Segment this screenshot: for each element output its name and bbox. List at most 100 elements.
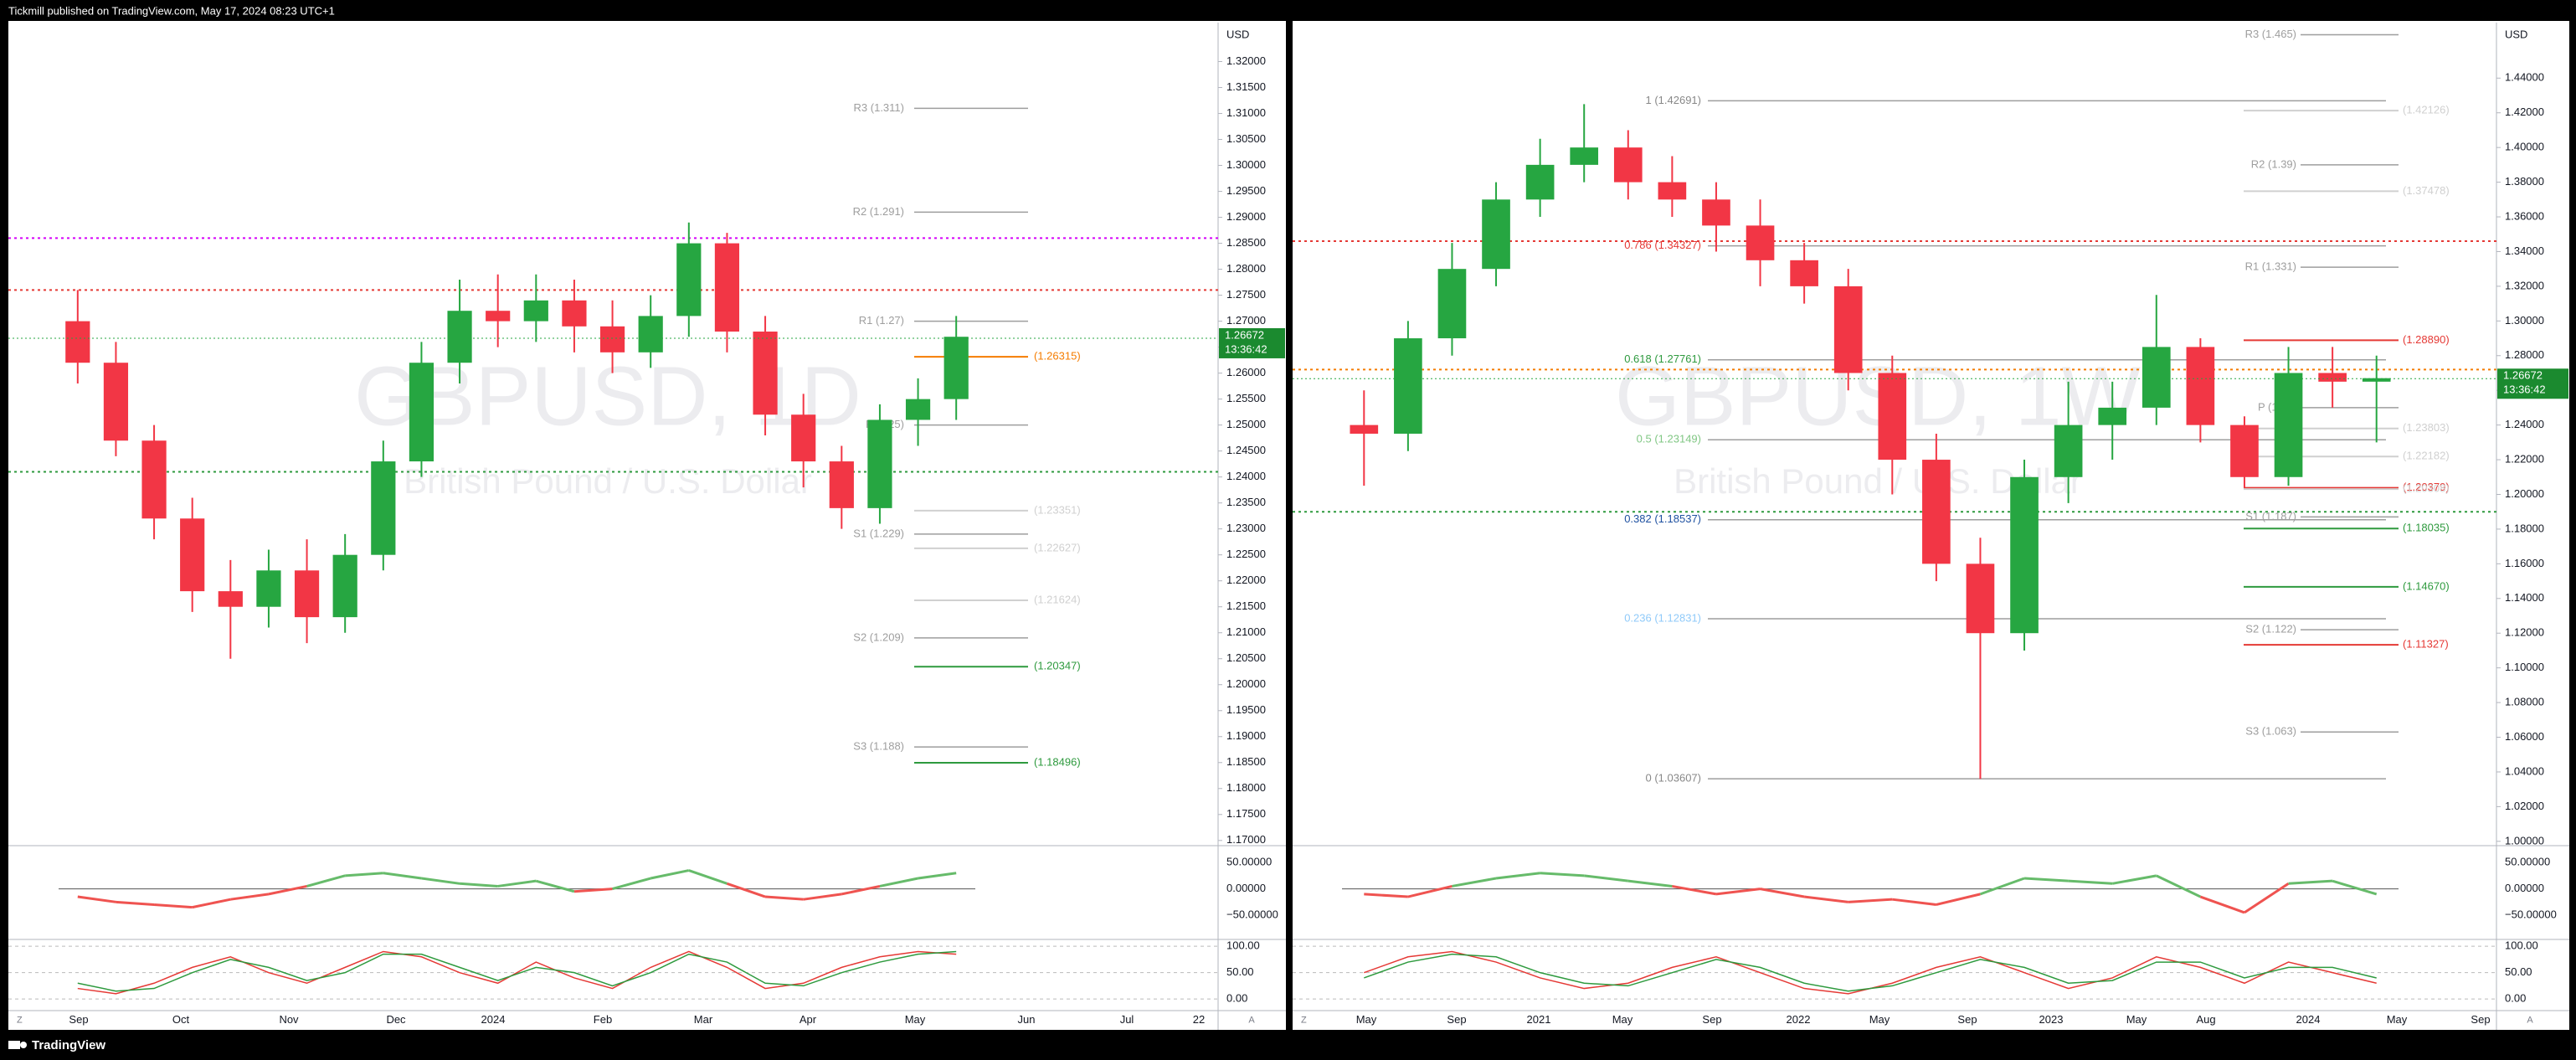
- level-label: (1.11327): [2403, 638, 2449, 651]
- osc-segment: [2111, 874, 2157, 885]
- candle-body: [1746, 225, 1775, 260]
- y-tick-label: 1.24000: [1226, 470, 1266, 482]
- x-tick-label: Sep: [1447, 1013, 1466, 1026]
- osc-segment: [1627, 879, 1673, 888]
- x-tick-label: Mar: [694, 1013, 713, 1026]
- osc-segment: [650, 869, 690, 880]
- osc-segment: [879, 877, 918, 888]
- y-tick-label: 1.21500: [1226, 599, 1266, 612]
- osc-segment: [77, 895, 116, 903]
- osc-segment: [1979, 877, 2025, 896]
- level-label: (1.23351): [1034, 503, 1081, 516]
- candle-body: [486, 311, 511, 322]
- candle-body: [409, 363, 434, 462]
- candle-body: [1922, 460, 1951, 564]
- stoch-tick-label: 50.00: [2505, 965, 2532, 978]
- y-tick-label: 1.18000: [1226, 781, 1266, 794]
- y-tick-label: 1.31000: [1226, 106, 1266, 119]
- fib-label: 0.5 (1.23149): [1637, 433, 1701, 445]
- pivot-label: S1 (1.187): [2245, 510, 2296, 522]
- y-tick-label: 1.25000: [1226, 418, 1266, 430]
- osc-segment: [497, 879, 537, 888]
- level-label: (1.26315): [1034, 350, 1081, 363]
- y-tick-label: 1.06000: [2505, 730, 2544, 743]
- y-tick-label: 1.30000: [2505, 314, 2544, 327]
- y-tick-label: 1.36000: [2505, 209, 2544, 222]
- x-tick-label: Feb: [594, 1013, 612, 1026]
- x-tick-label: Jul: [1120, 1013, 1134, 1026]
- pivot-label: R1 (1.27): [859, 314, 904, 327]
- candle-body: [676, 243, 702, 316]
- stoch-tick-label: 100.00: [2505, 939, 2538, 952]
- y-tick-label: 1.22500: [1226, 548, 1266, 560]
- y-tick-label: 1.29000: [1226, 210, 1266, 223]
- x-tick-label: Nov: [279, 1013, 299, 1026]
- fib-label: 0.236 (1.12831): [1624, 611, 1701, 624]
- stoch-line: [77, 950, 957, 995]
- candle-body: [562, 300, 587, 327]
- osc-segment: [1760, 888, 1805, 898]
- fib-label: 0.382 (1.18537): [1624, 512, 1701, 525]
- candle-body: [103, 363, 129, 441]
- candle-body: [1350, 425, 1379, 434]
- stoch-line: [1364, 953, 2377, 992]
- osc-tick-label: −50.00000: [2505, 908, 2557, 920]
- axis-button: A: [2527, 1015, 2533, 1025]
- candle-body: [2230, 425, 2259, 477]
- axis-button: Z: [1301, 1015, 1307, 1025]
- y-tick-label: 1.28500: [1226, 236, 1266, 249]
- osc-segment: [2199, 895, 2245, 914]
- y-tick-label: 1.10000: [2505, 661, 2544, 673]
- y-tick-label: 1.22000: [2505, 452, 2544, 465]
- stoch-tick-label: 0.00: [1226, 992, 1247, 1005]
- candle-body: [1790, 260, 1818, 286]
- y-tick-label: 1.21000: [1226, 625, 1266, 638]
- osc-segment: [1540, 872, 1585, 877]
- y-tick-label: 1.26000: [1226, 366, 1266, 378]
- y-tick-label: 1.18000: [2505, 522, 2544, 534]
- candle-body: [523, 300, 548, 322]
- osc-segment: [2068, 879, 2113, 885]
- level-label: (1.23803): [2403, 421, 2450, 434]
- x-tick-label: Aug: [2196, 1013, 2215, 1026]
- axis-button: Z: [17, 1015, 23, 1025]
- candle-body: [371, 461, 396, 555]
- x-tick-label: Jun: [1018, 1013, 1036, 1026]
- y-tick-label: 1.32000: [1226, 54, 1266, 67]
- stoch-tick-label: 100.00: [1226, 939, 1260, 952]
- candle-body: [256, 570, 281, 607]
- pivot-label: R1 (1.331): [2245, 260, 2296, 273]
- osc-segment: [612, 877, 651, 891]
- osc-segment: [2244, 882, 2290, 914]
- osc-tick-label: 0.00000: [1226, 882, 1266, 894]
- osc-segment: [459, 882, 498, 888]
- y-tick-label: 1.18500: [1226, 755, 1266, 768]
- candle-body: [1702, 199, 1730, 226]
- osc-tick-label: −50.00000: [1226, 908, 1278, 920]
- y-tick-label: 1.24500: [1226, 444, 1266, 456]
- candle-body: [599, 326, 625, 352]
- candle-body: [867, 419, 892, 508]
- x-tick-label: 22: [1193, 1013, 1205, 1026]
- level-label: (1.20379): [2403, 481, 2450, 493]
- y-tick-label: 1.30500: [1226, 132, 1266, 145]
- stoch-tick-label: 0.00: [2505, 992, 2526, 1005]
- x-tick-label: Sep: [1957, 1013, 1977, 1026]
- candle-body: [753, 332, 778, 415]
- candle-body: [2318, 373, 2347, 382]
- axis-button: A: [1248, 1015, 1255, 1025]
- level-label: (1.22627): [1034, 541, 1081, 553]
- y-tick-label: 1.08000: [2505, 696, 2544, 708]
- y-tick-label: 1.40000: [2505, 141, 2544, 153]
- x-tick-label: May: [1356, 1013, 1377, 1026]
- osc-segment: [421, 877, 460, 885]
- y-tick-label: 1.14000: [2505, 591, 2544, 604]
- osc-segment: [1936, 893, 1981, 906]
- candle-body: [2010, 476, 2039, 634]
- x-tick-label: 2023: [2039, 1013, 2064, 1026]
- osc-segment: [803, 893, 842, 901]
- x-tick-label: May: [905, 1013, 926, 1026]
- candle-body: [1394, 338, 1422, 434]
